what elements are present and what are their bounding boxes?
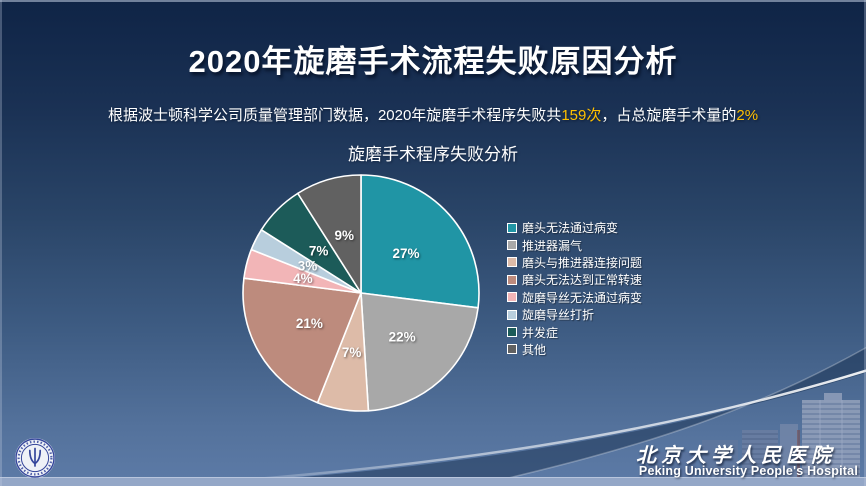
pie-slice-1 (360, 174, 480, 309)
legend-label: 磨头无法达到正常转速 (522, 273, 643, 288)
legend-item-1: 磨头无法通过病变 (507, 219, 642, 236)
photo-sky-region (177, 347, 866, 486)
pie-slice-2 (360, 292, 479, 412)
pie-slice-8 (296, 174, 362, 294)
legend-item-3: 磨头与推进器连接问题 (507, 254, 642, 271)
legend-swatch-icon (507, 327, 517, 338)
subtitle-highlight: 2% (736, 107, 759, 124)
pie-label-4: 21% (296, 316, 323, 331)
pie-slice-4 (242, 277, 362, 404)
hospital-name-cn: 北京大学人民医院 (636, 443, 836, 467)
legend-item-6: 旋磨导丝打折 (507, 306, 642, 323)
legend-label: 并发症 (522, 325, 559, 340)
legend-swatch-icon (507, 257, 517, 268)
legend-swatch-icon (507, 222, 517, 233)
pie-label-6: 3% (298, 259, 318, 274)
legend-swatch-icon (507, 292, 517, 303)
legend-swatch-icon (507, 344, 517, 355)
legend-swatch-icon (507, 309, 517, 320)
legend-label: 旋磨导丝无法通过病变 (522, 290, 643, 305)
page-title: 2020年旋磨手术流程失败原因分析 (188, 44, 678, 79)
peking-university-seal-icon (15, 438, 55, 478)
subtitle: 根据波士顿科学公司质量管理部门数据，2020年旋磨手术程序失败共159次，占总旋… (0, 104, 866, 125)
legend-item-4: 磨头无法达到正常转速 (507, 271, 642, 288)
subtitle-text: 根据波士顿科学公司质量管理部门数据，2020年旋磨手术程序失败共 (107, 107, 562, 124)
legend-label: 旋磨导丝打折 (522, 308, 595, 323)
legend-item-8: 其他 (507, 341, 642, 358)
legend-label: 推进器漏气 (522, 238, 583, 253)
pie-label-1: 27% (392, 246, 419, 261)
legend-label: 磨头与推进器连接问题 (522, 255, 643, 270)
legend-item-7: 并发症 (507, 323, 642, 340)
pie-label-2: 22% (389, 329, 416, 344)
legend-label: 其他 (522, 342, 547, 357)
legend-swatch-icon (507, 274, 517, 285)
legend-item-5: 旋磨导丝无法通过病变 (507, 289, 642, 306)
hospital-name-en: Peking University People's Hospital (638, 464, 858, 478)
pie-label-5: 4% (293, 271, 313, 286)
swoosh-upper-line (470, 346, 866, 486)
subtitle-text: ，占总旋磨手术量的 (601, 107, 737, 124)
legend-item-2: 推进器漏气 (507, 236, 642, 253)
footer-band (0, 477, 866, 486)
subtitle-highlight: 159次 (561, 107, 602, 124)
legend-swatch-icon (507, 240, 517, 251)
pie-label-8: 9% (335, 228, 355, 243)
legend-label: 磨头无法通过病变 (522, 221, 619, 236)
pie-label-3: 7% (342, 345, 362, 360)
chart-legend: 磨头无法通过病变 推进器漏气磨头与推进器连接问题 磨头无法达到正常转速 旋磨导丝无法通… (507, 219, 642, 358)
chart-title: 旋磨手术程序失败分析 (348, 145, 518, 164)
pie-label-7: 7% (309, 243, 329, 258)
